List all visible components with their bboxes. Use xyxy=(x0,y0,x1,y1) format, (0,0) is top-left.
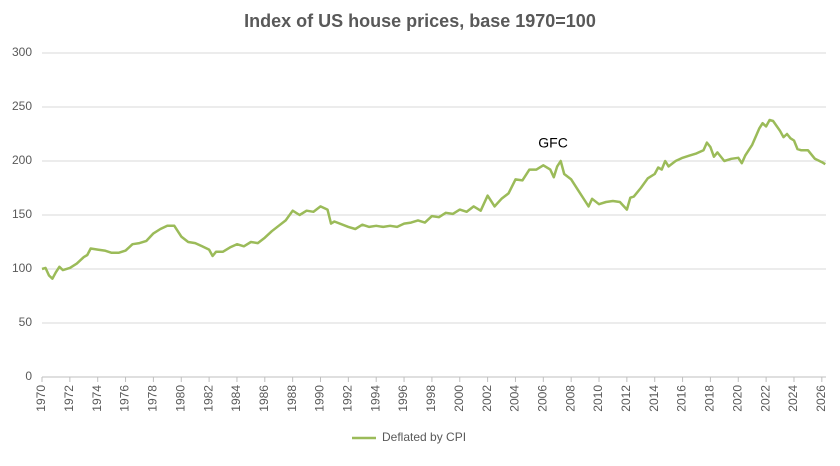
chart-title: Index of US house prices, base 1970=100 xyxy=(244,11,596,31)
x-tick-label: 2006 xyxy=(535,385,549,412)
x-tick-label: 1972 xyxy=(62,385,76,412)
x-tick-label: 1996 xyxy=(396,385,410,412)
x-tick-label: 2016 xyxy=(675,385,689,412)
x-tick-label: 1988 xyxy=(285,385,299,412)
y-tick-label: 300 xyxy=(12,45,32,59)
x-tick-label: 2004 xyxy=(508,385,522,412)
x-tick-label: 1990 xyxy=(313,385,327,412)
data-line xyxy=(41,118,826,280)
x-tick-label: 2020 xyxy=(730,385,744,412)
x-tick-label: 1994 xyxy=(368,385,382,412)
annotation: GFC xyxy=(538,134,568,150)
x-tick-label: 1970 xyxy=(34,385,48,412)
x-tick-label: 2000 xyxy=(452,385,466,412)
y-tick-label: 0 xyxy=(25,369,32,383)
x-tick-label: 1998 xyxy=(424,385,438,412)
x-tick-label: 2018 xyxy=(703,385,717,412)
x-tick-label: 1982 xyxy=(201,385,215,412)
x-tick-label: 1974 xyxy=(90,385,104,412)
y-tick-label: 100 xyxy=(12,261,32,275)
x-tick-label: 2002 xyxy=(480,385,494,412)
y-tick-label: 250 xyxy=(12,99,32,113)
x-tick-label: 1976 xyxy=(118,385,132,412)
x-tick-label: 1992 xyxy=(341,385,355,412)
x-tick-label: 2014 xyxy=(647,385,661,412)
x-tick-label: 2022 xyxy=(758,385,772,412)
x-tick-label: 2026 xyxy=(814,385,828,412)
x-tick-label: 2012 xyxy=(619,385,633,412)
y-tick-label: 50 xyxy=(19,315,33,329)
x-tick-label: 2024 xyxy=(786,385,800,412)
x-tick-label: 2010 xyxy=(591,385,605,412)
x-tick-label: 1986 xyxy=(257,385,271,412)
x-tick-label: 2008 xyxy=(563,385,577,412)
x-tick-label: 1980 xyxy=(173,385,187,412)
y-tick-label: 150 xyxy=(12,207,32,221)
legend-label: Deflated by CPI xyxy=(382,430,466,444)
y-tick-label: 200 xyxy=(12,153,32,167)
x-tick-label: 1978 xyxy=(146,385,160,412)
x-tick-label: 1984 xyxy=(229,385,243,412)
